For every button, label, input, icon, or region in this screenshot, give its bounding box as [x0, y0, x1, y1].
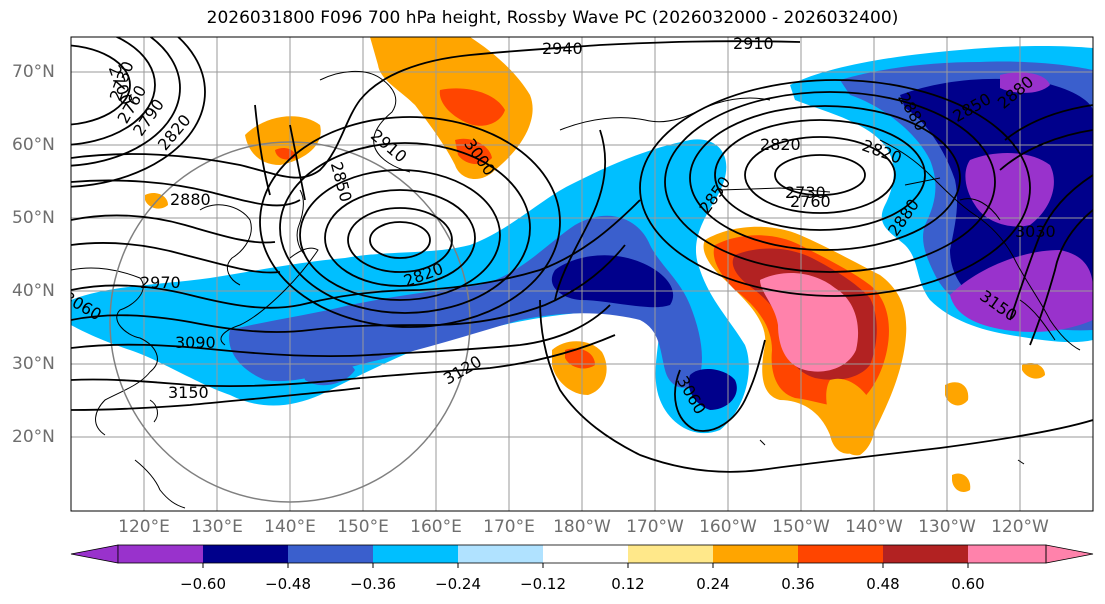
lon-label: 160°E	[410, 517, 462, 537]
colorbar-tick-label: 0.48	[866, 575, 900, 593]
colorbar-segment	[798, 545, 883, 563]
colorbar-extend-high	[1045, 544, 1094, 564]
lat-label: 60°N	[12, 135, 55, 155]
contour-label: 2760	[790, 192, 831, 211]
contour-label: 2940	[542, 39, 583, 58]
lon-label: 170°W	[626, 517, 684, 537]
colorbar-tick-label: 0.12	[611, 575, 645, 593]
lon-label: 180°W	[553, 517, 611, 537]
colorbar-segment	[203, 545, 288, 563]
lat-label: 20°N	[12, 427, 55, 447]
map-title: 2026031800 F096 700 hPa height, Rossby W…	[206, 8, 899, 28]
graticule	[71, 37, 1093, 511]
lat-label: 50°N	[12, 208, 55, 228]
colorbar-tick-label: −0.60	[180, 575, 226, 593]
colorbar	[70, 544, 1094, 568]
lon-label: 120°E	[118, 517, 170, 537]
contour-label: 3150	[168, 383, 209, 402]
contour-labels: 2940 2910 2700 2730 2760 2790 2820 2910 …	[71, 34, 1056, 418]
lon-label: 120°W	[991, 517, 1049, 537]
colorbar-tick-label: 0.36	[781, 575, 815, 593]
height-contours	[71, 37, 1093, 473]
colorbar-tick-label: 0.60	[951, 575, 985, 593]
plot-frame	[70, 36, 1094, 512]
colorbar-tick-label: −0.24	[435, 575, 481, 593]
colorbar-tick-label: −0.48	[265, 575, 311, 593]
coastlines	[71, 70, 1081, 509]
colorbar-segment	[713, 545, 798, 563]
contour-label: 3030	[1015, 222, 1056, 241]
lon-label: 170°E	[483, 517, 535, 537]
colorbar-tick-label: 0.24	[696, 575, 730, 593]
negative-anomaly-small	[688, 368, 737, 410]
colorbar-segment	[968, 545, 1046, 563]
lon-label: 130°E	[191, 517, 243, 537]
contour-label: 3090	[175, 333, 216, 352]
lat-label: 30°N	[12, 354, 55, 374]
contour-label: 2880	[170, 190, 211, 209]
positive-anomaly-core	[760, 273, 859, 372]
colorbar-extend-low	[70, 544, 119, 564]
lon-label: 160°W	[699, 517, 757, 537]
colorbar-tick-label: −0.12	[520, 575, 566, 593]
contour-label: 2730	[785, 183, 826, 202]
colorbar-segment	[118, 545, 203, 563]
lat-label: 40°N	[12, 281, 55, 301]
colorbar-tick-label: −0.36	[350, 575, 396, 593]
contour-label: 2820	[760, 135, 801, 154]
lat-label: 70°N	[12, 62, 55, 82]
lon-label: 130°W	[918, 517, 976, 537]
lon-label: 150°W	[772, 517, 830, 537]
colorbar-segment	[458, 545, 543, 563]
lon-label: 140°W	[845, 517, 903, 537]
colorbar-segment	[373, 545, 458, 563]
colorbar-segment	[628, 545, 713, 563]
colorbar-segment	[288, 545, 373, 563]
lon-label: 140°E	[264, 517, 316, 537]
contour-label: 2970	[140, 273, 181, 292]
colorbar-segment	[543, 545, 628, 563]
small-positive-1	[245, 116, 321, 165]
lon-label: 150°E	[337, 517, 389, 537]
colorbar-segment	[883, 545, 968, 563]
contour-label: 2910	[733, 34, 774, 53]
